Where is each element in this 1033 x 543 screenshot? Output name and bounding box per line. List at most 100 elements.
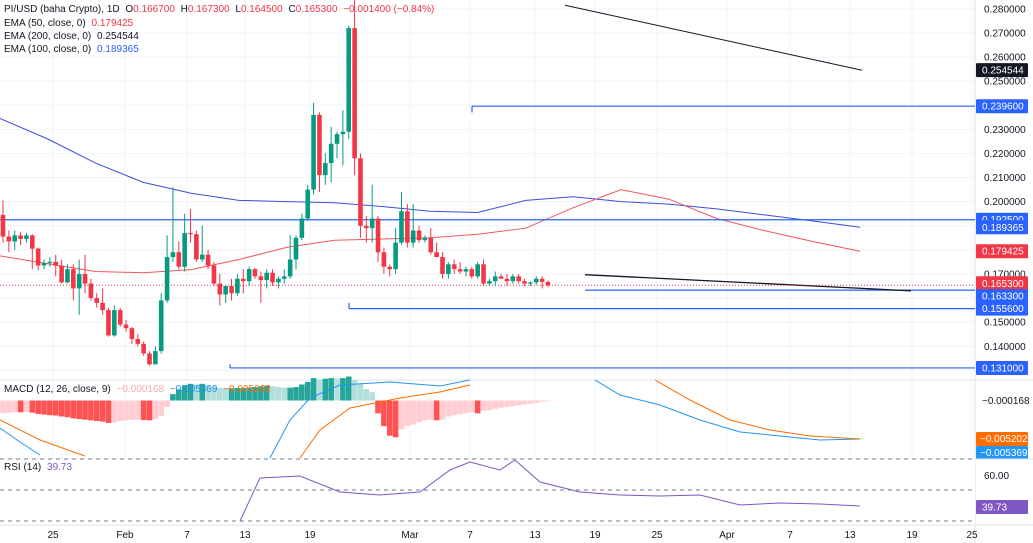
macd-line-2 <box>269 379 471 459</box>
y-tick-label: 0.260000 <box>984 53 1026 64</box>
macd-line <box>0 427 41 456</box>
symbol-title: PI/USD (baha Crypto), 1D <box>4 4 120 15</box>
candle-body <box>71 269 76 289</box>
candle-body <box>393 242 398 270</box>
macd-histogram-bar <box>299 384 305 401</box>
macd-histogram-bar <box>527 400 534 404</box>
y-tick-label: 0.150000 <box>984 318 1026 329</box>
macd-histogram-bar <box>322 378 329 401</box>
macd-histogram-bar <box>123 400 129 421</box>
macd-histogram-bar <box>410 400 416 425</box>
candle-body <box>100 302 105 311</box>
macd-signal-line <box>0 419 86 457</box>
macd-histogram-bar <box>23 400 30 413</box>
macd-histogram-bar <box>533 400 540 403</box>
y-tick-label: 0.170000 <box>984 269 1026 280</box>
ema100-value: 0.189365 <box>97 44 139 55</box>
candle-body <box>287 259 293 277</box>
high-value: 0.167300 <box>187 4 230 15</box>
macd-histogram-bar <box>246 387 252 401</box>
macd-histogram-bar <box>140 400 147 421</box>
high-label: H <box>180 4 188 15</box>
candle-body <box>276 278 281 283</box>
macd-histogram-bar <box>439 400 446 420</box>
candle-body <box>469 269 475 277</box>
macd-histogram-bar <box>433 400 440 421</box>
candle-body <box>311 114 316 190</box>
macd-histogram-bar <box>152 400 159 420</box>
macd-histogram-bar <box>181 385 188 401</box>
macd-label-box <box>976 446 1028 459</box>
candle-body <box>264 272 269 280</box>
candle-body <box>428 237 434 253</box>
candle-body <box>158 300 164 352</box>
candle-body <box>481 264 486 284</box>
candle-body <box>106 310 111 336</box>
candle-body <box>293 237 299 260</box>
rsi-axis-label: 60.00 <box>984 471 1009 482</box>
macd-histogram-bar <box>252 387 258 401</box>
candle-body <box>375 218 381 253</box>
macd-histogram-bar <box>217 387 223 401</box>
macd-histogram-bar <box>222 388 229 401</box>
candle-body <box>364 225 369 229</box>
y-tick-label: 0.200000 <box>984 197 1026 208</box>
macd-histogram-bar <box>105 400 112 423</box>
candle-body <box>334 134 340 144</box>
candle-body <box>82 273 88 284</box>
candle-body <box>522 281 527 284</box>
macd-histogram-bar <box>398 400 405 430</box>
candle-body <box>369 218 375 229</box>
macd-histogram-bar <box>304 381 311 401</box>
candle-body <box>258 276 264 280</box>
macd-histogram-bar <box>504 400 510 407</box>
macd-histogram-bar <box>463 400 469 414</box>
macd-signal-value: −0.005202 <box>223 384 271 395</box>
candle-body <box>528 282 533 284</box>
macd-histogram-bar <box>386 400 393 436</box>
price-label: 0.179425 <box>982 247 1024 258</box>
candle-body <box>516 276 521 282</box>
candle-body <box>88 283 94 299</box>
macd-histogram-bar <box>474 400 481 414</box>
macd-histogram-bar <box>422 400 428 421</box>
candle-body <box>463 269 469 272</box>
candle-body <box>545 281 551 286</box>
macd-histogram-bar <box>457 400 463 415</box>
candle-body <box>176 252 182 267</box>
macd-histogram-bar <box>510 400 516 407</box>
macd-histogram-bar <box>76 400 82 420</box>
candle-body <box>18 235 23 239</box>
macd-histogram-bar <box>480 400 487 411</box>
candle-body <box>539 278 545 282</box>
candle-body <box>123 324 129 329</box>
macd-histogram-bar <box>228 388 235 401</box>
x-tick-label: 19 <box>906 530 918 541</box>
candle-body <box>340 131 346 135</box>
y-tick-label: 0.250000 <box>984 77 1026 88</box>
macd-histogram-bar <box>351 380 358 401</box>
x-tick-label: 19 <box>589 530 601 541</box>
macd-histogram-bar <box>211 386 217 401</box>
macd-histogram-bar <box>275 387 282 401</box>
ema100-label: EMA (100, close, 0) <box>4 44 92 55</box>
x-tick-label: Mar <box>401 530 419 541</box>
x-tick-label: 25 <box>966 530 978 541</box>
macd-histogram-bar <box>498 400 504 408</box>
x-tick-label: Apr <box>719 530 735 541</box>
candle-body <box>352 28 357 159</box>
macd-histogram-bar <box>240 388 247 401</box>
x-tick-label: 13 <box>239 530 251 541</box>
y-tick-label: 0.280000 <box>984 4 1026 15</box>
candle-body <box>211 265 217 284</box>
price-label: 0.163300 <box>982 292 1024 303</box>
ema50-label: EMA (50, close, 0) <box>4 18 86 29</box>
candle-body <box>112 310 117 336</box>
price-label: 0.189365 <box>982 223 1024 234</box>
macd-histogram-bar <box>545 400 551 402</box>
macd-histogram-bar <box>340 378 346 401</box>
candle-body <box>328 143 334 164</box>
x-tick-label: 7 <box>787 530 793 541</box>
rsi-legend: RSI (14) 39.73 <box>4 462 75 474</box>
